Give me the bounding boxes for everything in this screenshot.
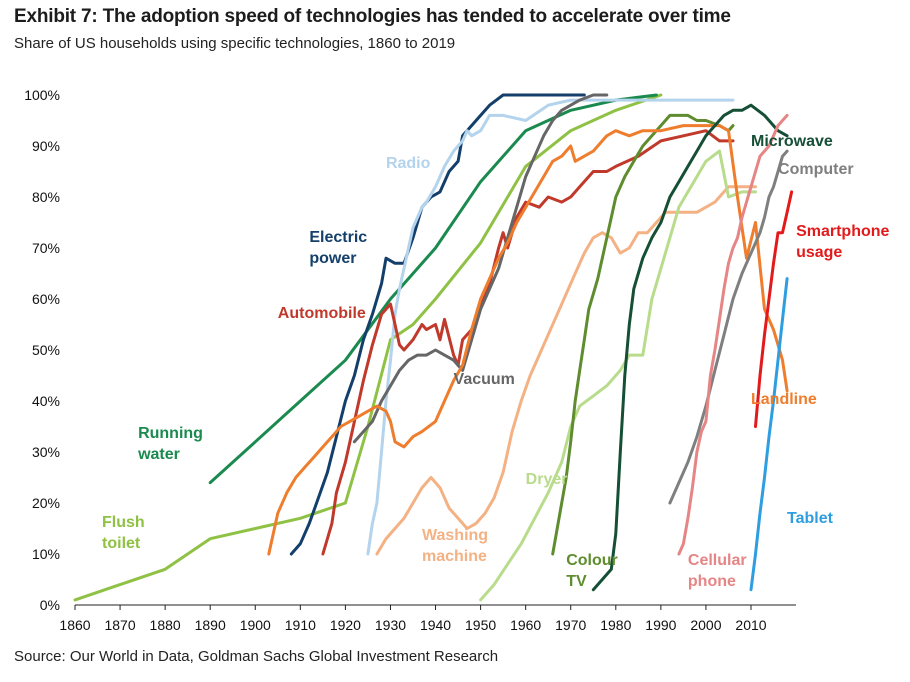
series-label-colour-tv: Colour TV	[566, 552, 618, 590]
series-line-smartphone-usage	[754, 190, 794, 428]
y-tick-label: 50%	[32, 342, 60, 358]
series-label-microwave: Microwave	[751, 133, 833, 150]
series-line-running-water	[208, 93, 658, 485]
series-line-flush-toilet	[73, 93, 663, 602]
series-label-automobile: Automobile	[278, 305, 366, 322]
series-label-cellular-phone: Cellular phone	[688, 552, 747, 590]
x-tick-label: 2000	[690, 617, 721, 633]
x-tick-label: 1930	[375, 617, 406, 633]
series-line-radio	[366, 98, 735, 556]
series-line-landline	[267, 124, 789, 556]
series-label-radio: Radio	[386, 155, 431, 172]
y-tick-label: 40%	[32, 393, 60, 409]
series-label-running-water: Running water	[137, 425, 203, 463]
x-tick-label: 1860	[59, 617, 90, 633]
y-tick-label: 60%	[32, 291, 60, 307]
series-line-tablet	[749, 277, 789, 592]
y-tick-label: 0%	[40, 597, 60, 613]
x-tick-label: 1880	[150, 617, 181, 633]
x-tick-label: 1870	[104, 617, 135, 633]
chart-subtitle: Share of US households using specific te…	[14, 35, 456, 52]
y-tick-label: 80%	[32, 189, 60, 205]
y-tick-label: 20%	[32, 495, 60, 511]
x-tick-label: 1940	[420, 617, 451, 633]
y-tick-label: 70%	[32, 240, 60, 256]
x-tick-label: 1960	[510, 617, 541, 633]
series-line-dryer	[479, 149, 757, 602]
y-tick-label: 100%	[24, 87, 60, 103]
series-label-dryer: Dryer	[526, 471, 568, 488]
series-label-flush-toilet: Flush toilet	[102, 514, 145, 552]
x-tick-label: 1900	[240, 617, 271, 633]
series-label-electric-power: Electric power	[309, 229, 367, 267]
chart-series-labels: Flush toilet Running water Electric power Radi…	[102, 133, 889, 590]
x-tick-label: 1990	[645, 617, 676, 633]
x-tick-label: 2010	[735, 617, 766, 633]
series-line-computer	[668, 149, 789, 505]
series-line-washing-machine	[375, 185, 757, 556]
x-tick-label: 1970	[555, 617, 586, 633]
x-tick-label: 1890	[195, 617, 226, 633]
series-label-tablet: Tablet	[787, 510, 834, 527]
series-line-vacuum	[352, 93, 609, 444]
series-line-cellular-phone	[677, 113, 789, 556]
y-tick-label: 30%	[32, 444, 60, 460]
x-tick-label: 1980	[600, 617, 631, 633]
x-tick-label: 1920	[330, 617, 361, 633]
series-label-smartphone-usage: Smartphone usage	[796, 223, 889, 261]
series-line-colour-tv	[551, 113, 735, 556]
series-label-computer: Computer	[778, 161, 854, 178]
x-tick-label: 1950	[465, 617, 496, 633]
series-line-microwave	[591, 103, 789, 592]
chart-series-lines	[73, 93, 794, 602]
y-tick-label: 10%	[32, 546, 60, 562]
series-label-landline: Landline	[751, 391, 817, 408]
chart-title: Exhibit 7: The adoption speed of technol…	[14, 6, 731, 27]
series-label-vacuum: Vacuum	[454, 371, 515, 388]
y-tick-label: 90%	[32, 138, 60, 154]
source-note: Source: Our World in Data, Goldman Sachs…	[14, 648, 499, 665]
x-tick-label: 1910	[285, 617, 316, 633]
series-label-washing-machine: Washing machine	[422, 527, 488, 565]
chart-axes: 1860 1870 1880 1890 1900 1910 1920 1930 1940 1950…	[24, 87, 796, 633]
